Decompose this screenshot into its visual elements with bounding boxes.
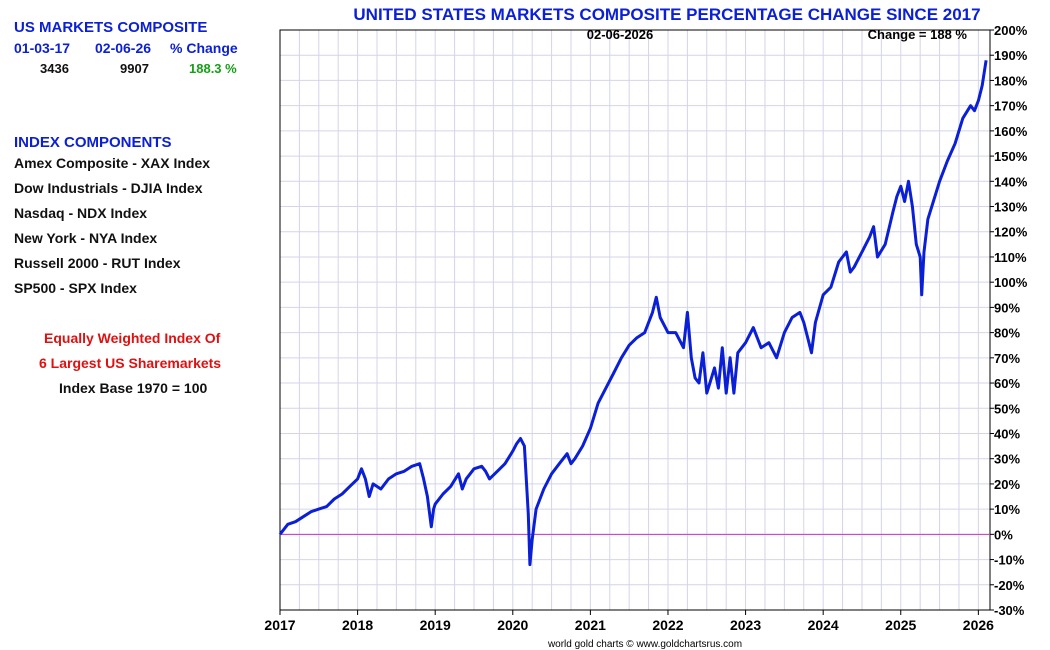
y-tick-label: 120% [994, 225, 1028, 240]
note-six-largest: 6 Largest US Sharemarkets [39, 355, 222, 371]
footer-credit: world gold charts © www.goldchartsrus.co… [547, 639, 742, 650]
x-tick-label: 2025 [885, 617, 916, 633]
y-tick-label: -10% [994, 553, 1025, 568]
y-tick-label: 60% [994, 376, 1020, 391]
component-item-ndx: Nasdaq - NDX Index [14, 205, 148, 221]
note-equally-weighted: Equally Weighted Index Of [44, 330, 221, 346]
plot-frame [279, 29, 991, 611]
x-tick-label: 2026 [963, 617, 994, 633]
chart-change-label: Change = 188 % [868, 27, 968, 42]
chart-title: UNITED STATES MARKETS COMPOSITE PERCENTA… [353, 5, 980, 24]
note-index-base: Index Base 1970 = 100 [59, 380, 208, 396]
x-tick-label: 2024 [808, 617, 839, 633]
x-tick-layer: 2017 2018 2019 2020 2021 2022 2023 2024 2025 2026 [264, 610, 994, 633]
y-tick-label: 180% [994, 73, 1028, 88]
x-tick-label: 2020 [497, 617, 528, 633]
y-tick-label: 90% [994, 300, 1020, 315]
series-line-us-markets-composite [278, 60, 988, 567]
component-item-spx: SP500 - SPX Index [14, 280, 137, 296]
x-tick-label: 2019 [420, 617, 451, 633]
y-tick-layer: -30% -20% -10% 0% 10% 20% 30% 40% 50% 60% 70% 80% 90… [990, 23, 1028, 618]
x-tick-label: 2022 [652, 617, 683, 633]
y-tick-label: 140% [994, 174, 1028, 189]
summary-end-value: 9907 [120, 61, 149, 76]
y-tick-label: 100% [994, 275, 1028, 290]
y-tick-label: 20% [994, 477, 1020, 492]
components-heading: INDEX COMPONENTS [14, 134, 172, 151]
component-item-nya: New York - NYA Index [14, 230, 158, 246]
y-tick-label: 80% [994, 326, 1020, 341]
y-tick-label: 10% [994, 502, 1020, 517]
y-tick-label: -30% [994, 603, 1025, 618]
summary-start-value: 3436 [40, 61, 69, 76]
y-tick-label: 40% [994, 426, 1020, 441]
x-tick-label: 2017 [264, 617, 295, 633]
y-tick-label: 130% [994, 200, 1028, 215]
y-tick-label: 200% [994, 23, 1028, 38]
y-tick-label: -20% [994, 578, 1025, 593]
x-tick-label: 2018 [342, 617, 373, 633]
component-item-djia: Dow Industrials - DJIA Index [14, 180, 203, 196]
y-tick-label: 50% [994, 401, 1020, 416]
y-tick-label: 30% [994, 452, 1020, 467]
component-item-xax: Amex Composite - XAX Index [14, 155, 211, 171]
summary-start-date-label: 01-03-17 [14, 40, 71, 56]
component-item-rut: Russell 2000 - RUT Index [14, 255, 181, 271]
summary-end-date-label: 02-06-26 [95, 40, 152, 56]
x-tick-label: 2021 [575, 617, 606, 633]
y-tick-label: 110% [994, 250, 1027, 265]
y-tick-label: 170% [994, 99, 1028, 114]
y-tick-label: 190% [994, 48, 1028, 63]
summary-change-value: 188.3 % [189, 61, 237, 76]
chart-date-label: 02-06-2026 [587, 27, 654, 42]
summary-change-label: % Change [170, 40, 238, 56]
y-tick-label: 160% [994, 124, 1028, 139]
y-tick-label: 0% [994, 527, 1013, 542]
summary-heading: US MARKETS COMPOSITE [14, 19, 208, 36]
y-tick-label: 150% [994, 149, 1028, 164]
grid-layer [279, 29, 990, 611]
x-tick-label: 2023 [730, 617, 761, 633]
y-tick-label: 70% [994, 351, 1020, 366]
